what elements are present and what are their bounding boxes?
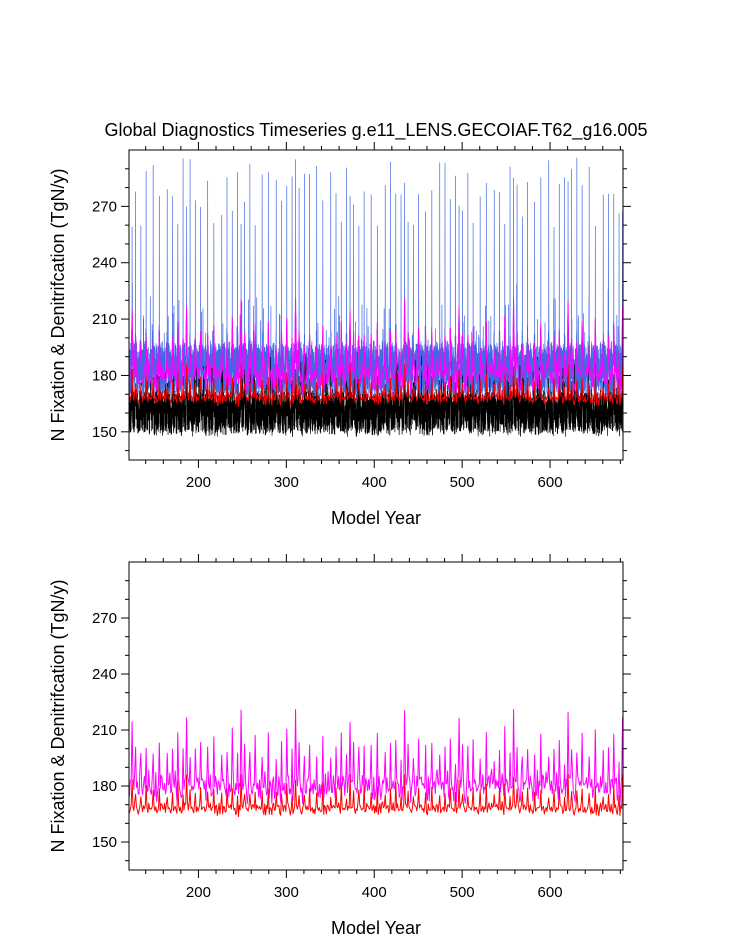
bottom-plot-frame [129,562,623,870]
y-tick-label: 180 [92,778,117,795]
y-tick-label: 240 [92,255,117,272]
x-tick-label: 300 [274,474,299,491]
y-tick-label: 270 [92,610,117,627]
figure-title: Global Diagnostics Timeseries g.e11_LENS… [105,120,648,141]
y-tick-label: 150 [92,424,117,441]
x-tick-label: 200 [186,884,211,901]
y-tick-label: 210 [92,722,117,739]
y-tick-label: 150 [92,834,117,851]
x-tick-label: 300 [274,884,299,901]
bottom-y-axis-label: N Fixation & Denitrifcation (TgN/y) [48,579,68,852]
top-x-axis-label: Model Year [331,508,421,528]
x-tick-label: 500 [450,884,475,901]
bottom-ticks: 200 300 400 500 600 150 180 210 240 270 [92,554,631,901]
x-tick-label: 200 [186,474,211,491]
x-tick-label: 600 [538,884,563,901]
top-y-axis-label: N Fixation & Denitrifcation (TgN/y) [48,168,68,441]
series-line-annual-nfix [129,709,623,804]
x-tick-label: 500 [450,474,475,491]
y-tick-label: 180 [92,367,117,384]
bottom-series-group [129,709,623,816]
bottom-panel: 200 300 400 500 600 150 180 210 240 270 Model Yea… [48,554,631,938]
figure: Global Diagnostics Timeseries g.e11_LENS… [0,0,733,945]
top-panel: 200 300 400 500 600 150 180 210 240 270 Model Yea… [48,142,631,528]
y-tick-label: 210 [92,311,117,328]
bottom-x-axis-label: Model Year [331,918,421,938]
x-tick-label: 400 [362,474,387,491]
top-series-group [129,158,623,437]
y-tick-label: 270 [92,198,117,215]
x-tick-label: 400 [362,884,387,901]
x-tick-label: 600 [538,474,563,491]
y-tick-label: 240 [92,666,117,683]
